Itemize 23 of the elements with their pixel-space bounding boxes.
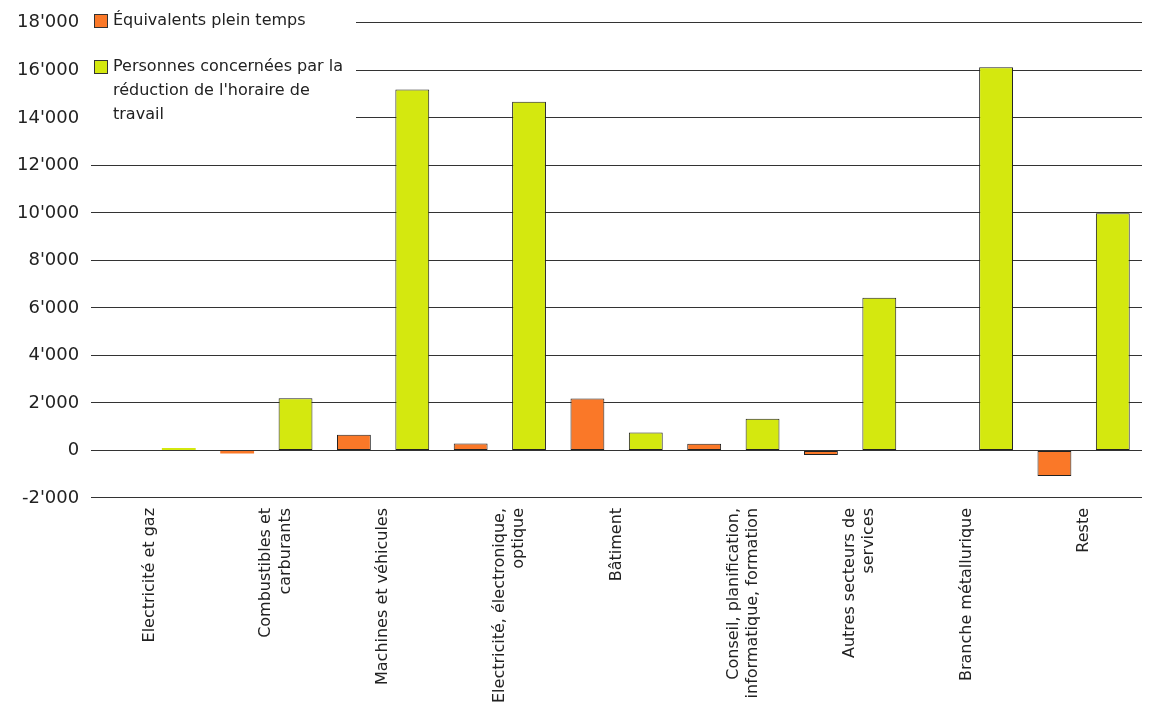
- x-tick-label: Electricité, électronique, optique: [489, 507, 528, 704]
- y-tick-label: -2'000: [21, 485, 80, 507]
- y-tick-label: 16'000: [16, 57, 80, 79]
- legend-label: Personnes concernées par la réduction de l'horaire de travail: [113, 55, 344, 125]
- x-tick-label: Machines et véhicules: [372, 507, 392, 686]
- y-tick-label: 12'000: [16, 153, 80, 175]
- y-tick-label: 0: [67, 438, 80, 460]
- x-tick-label: Autres secteurs de services: [839, 507, 878, 659]
- bar: [220, 450, 255, 454]
- x-tick-label: Reste: [1072, 507, 1092, 553]
- y-tick-label: 18'000: [16, 10, 80, 32]
- y-tick-label: 8'000: [28, 248, 80, 270]
- y-tick-label: 10'000: [16, 200, 80, 222]
- y-tick-label: 4'000: [28, 343, 80, 365]
- legend-label: Équivalents plein temps: [113, 9, 306, 31]
- x-tick-label: Combustibles et carburants: [255, 507, 294, 638]
- y-tick-label: 6'000: [28, 295, 80, 317]
- x-tick-label: Branche métallurique: [956, 507, 976, 682]
- y-tick-label: 2'000: [28, 390, 80, 412]
- x-tick-label: Bâtiment: [605, 507, 625, 582]
- y-tick-label: 14'000: [16, 105, 80, 127]
- x-tick-label: Conseil, planification, informatique, formation: [722, 507, 761, 699]
- x-tick-label: Electricité et gaz: [138, 507, 158, 643]
